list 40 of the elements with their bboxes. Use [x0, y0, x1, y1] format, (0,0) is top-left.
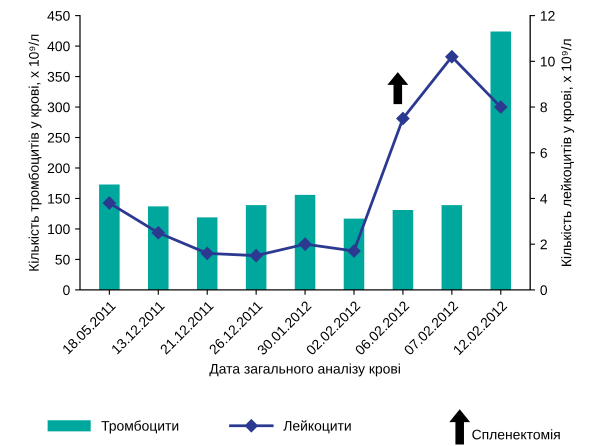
point: [200, 246, 214, 260]
y-tick-label: 350: [48, 72, 70, 82]
y2-tick-label: 6: [540, 148, 547, 158]
bar: [196, 217, 218, 290]
legend-label: Лейкоцити: [283, 420, 351, 434]
y-tick-label: 300: [48, 102, 70, 112]
y-tick-label: 200: [48, 163, 70, 174]
text: Спленектомія: [472, 429, 560, 440]
y2-tick-label: 4: [540, 194, 548, 204]
y2-tick-label: 2: [540, 240, 547, 250]
y-tick-label: 0: [63, 285, 70, 296]
legend-label: Тромбоцити: [101, 420, 178, 434]
point: [445, 50, 458, 64]
bar: [392, 210, 414, 290]
point: [152, 226, 165, 240]
point: [396, 112, 410, 126]
y2-tick-label: 12: [540, 10, 555, 21]
point: [347, 244, 361, 258]
bar: [99, 184, 120, 290]
y-tick-label: 450: [47, 10, 70, 21]
point: [298, 238, 312, 251]
y-tick-label: 250: [48, 132, 70, 143]
bar: [148, 206, 169, 290]
x-axis-title: Дата загального аналізу крові: [209, 363, 400, 376]
bar: [442, 205, 462, 290]
y2-tick-label: 10: [540, 56, 555, 66]
y-tick-label: 400: [47, 41, 70, 52]
point: [494, 100, 508, 114]
y-tick-label: 100: [48, 224, 70, 234]
point: [250, 249, 263, 262]
bar: [490, 31, 512, 290]
y2-axis-title: Кількість лейкоцитів у крові, x 10⁹/л: [560, 39, 574, 266]
y-tick-label: 50: [55, 254, 70, 265]
bar: [294, 194, 316, 290]
y-tick-label: 150: [48, 194, 70, 204]
bar: [246, 205, 266, 290]
y-axis-title: Кількість тромбоцитів у крові, x 10⁹/л: [28, 34, 42, 271]
y2-tick-label: 0: [540, 285, 548, 296]
y2-tick-label: 8: [540, 102, 547, 112]
point: [102, 196, 116, 210]
